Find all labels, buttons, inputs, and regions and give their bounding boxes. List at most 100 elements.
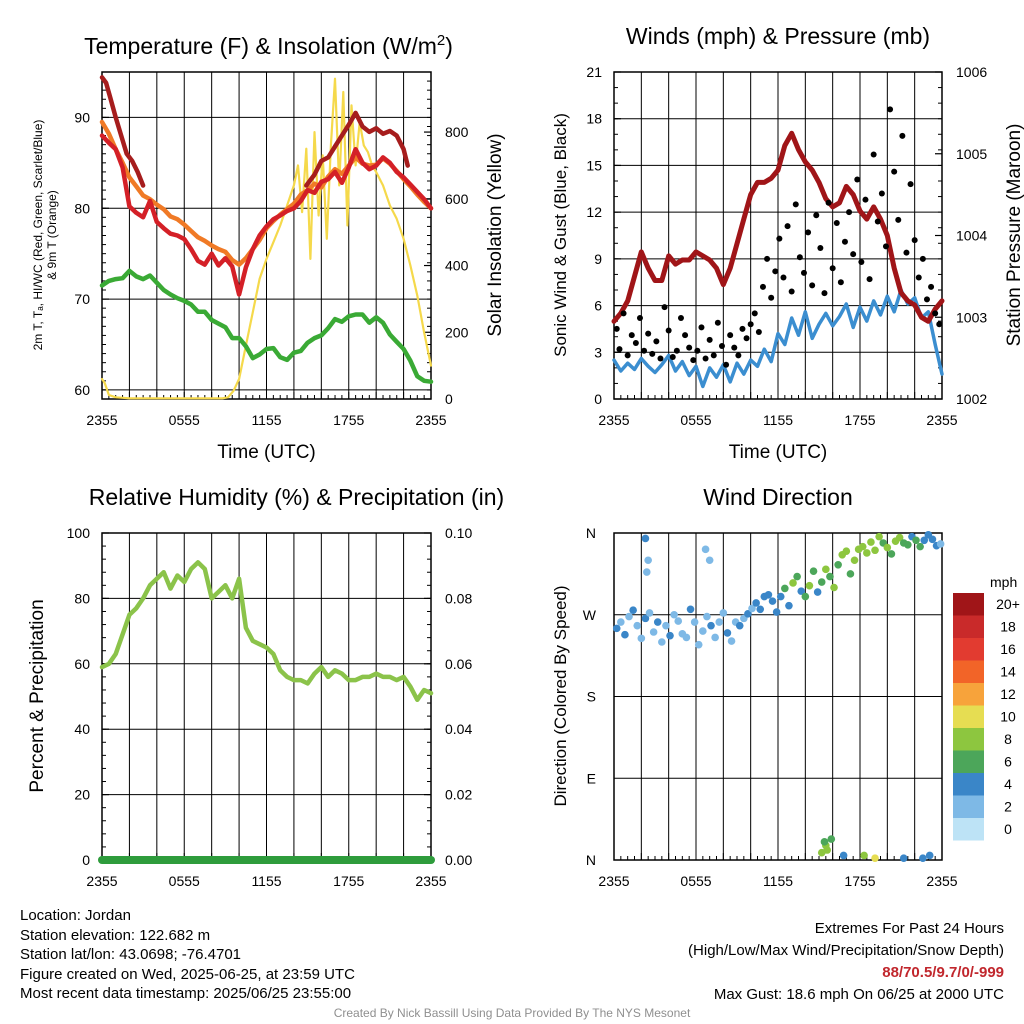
gust-point (686, 344, 693, 351)
direction-point (723, 629, 732, 637)
station-elevation: Station elevation: 122.682 m (20, 926, 211, 944)
humidity-ytick-label: 20 (74, 787, 90, 803)
direction-point (912, 536, 920, 545)
gust-point (632, 339, 639, 346)
gust-point (710, 352, 717, 359)
temperature-ylabel-left-2: & 9m T (Orange) (45, 190, 59, 280)
gust-point (649, 350, 656, 357)
legend-swatch (953, 683, 984, 706)
gust-point (764, 255, 771, 262)
direction-point (899, 854, 908, 862)
gust-point (776, 235, 783, 242)
gust-point (788, 288, 795, 295)
figure-created: Figure created on Wed, 2025-06-25, at 23… (20, 965, 355, 983)
gust-point (813, 212, 820, 219)
winds-xtick-label: 0555 (680, 412, 711, 428)
legend-label: 18 (1000, 619, 1016, 635)
direction-point (748, 604, 756, 613)
winds-panel: Winds (mph) & Pressure (mb) 0 3 6 9 12 15 18 21 1… (551, 23, 1024, 463)
winds-ytick-label: 9 (594, 251, 602, 267)
direction-point (776, 592, 785, 601)
direction-point (871, 854, 879, 862)
gust-point (862, 196, 869, 203)
direction-point (744, 610, 752, 618)
gust-point (636, 315, 643, 322)
recent-timestamp: Most recent data timestamp: 2025/06/25 2… (20, 985, 352, 1002)
direction-point (694, 640, 703, 649)
direction-point (805, 581, 814, 590)
gust-point (809, 282, 816, 289)
direction-point (826, 572, 834, 581)
gust-point (718, 343, 725, 350)
humidity-ytick-right-label: 0.08 (445, 590, 472, 606)
humidity-ytick-right-label: 0.00 (445, 852, 472, 868)
winds-ytick-label: 12 (586, 204, 602, 220)
gust-point (817, 244, 824, 251)
winds-ytick-right-label: 1004 (956, 228, 987, 244)
temperature-ylabel-right: Solar Insolation (Yellow) (485, 133, 506, 336)
gust-point (723, 361, 730, 368)
temperature-xtick-label: 1755 (333, 412, 364, 428)
title-close: ) (445, 33, 453, 59)
direction-point (875, 532, 883, 541)
legend-swatch (953, 773, 984, 796)
direction-point (830, 583, 838, 592)
gust-point (866, 276, 873, 283)
gust-point (837, 279, 844, 286)
direction-tick-label: S (587, 689, 596, 705)
humidity-ytick-right-label: 0.10 (445, 525, 472, 541)
direction-point (674, 617, 683, 625)
gust-point (628, 332, 635, 339)
gust-point (682, 332, 689, 339)
direction-point (690, 618, 699, 626)
gust-point (673, 347, 680, 354)
direction-xtick-label: 1755 (844, 873, 875, 889)
gust-point (796, 254, 803, 261)
winds-ytick-label: 3 (594, 344, 602, 360)
direction-point (756, 605, 765, 614)
temperature-xtick-label: 1155 (251, 412, 281, 428)
humidity-ytick-right-label: 0.06 (445, 656, 472, 672)
direction-point (641, 614, 650, 623)
direction-point (629, 606, 637, 615)
direction-point (662, 621, 670, 630)
gust-point (657, 355, 664, 362)
gust-point (624, 352, 631, 359)
gust-point (850, 251, 857, 258)
winds-xtick-label: 2355 (926, 412, 957, 428)
direction-point (867, 538, 875, 546)
humidity-ytick-label: 60 (74, 656, 90, 672)
gust-point (735, 352, 742, 359)
direction-point (752, 599, 760, 607)
gust-point (858, 258, 865, 265)
direction-point (936, 540, 945, 548)
humidity-panel: Relative Humidity (%) & Precipitation (i… (27, 484, 504, 889)
direction-point (809, 567, 818, 575)
station-info: Location: Jordan Station elevation: 122.… (20, 906, 355, 1004)
direction-tick-label: N (586, 525, 596, 541)
gust-point (784, 223, 791, 230)
direction-point (637, 634, 646, 643)
direction-point (920, 536, 929, 545)
gust-point (923, 296, 930, 303)
direction-point (658, 638, 666, 646)
direction-point (621, 630, 629, 639)
gust-point (616, 346, 623, 353)
speed-legend: mph 20+ 18 16 14 12 10 8 6 4 2 0 (953, 574, 1020, 841)
winds-ytick-right-label: 1002 (956, 391, 987, 407)
gust-point (887, 106, 894, 113)
gust-point (665, 327, 672, 334)
direction-point (789, 579, 797, 587)
temperature-ytick-label: 80 (74, 200, 90, 216)
gust-point (677, 315, 684, 322)
direction-point (925, 851, 934, 860)
direction-xtick-label: 2355 (926, 873, 957, 889)
gust-point (825, 199, 832, 206)
gust-point (645, 330, 652, 337)
credit-line: Created By Nick Bassill Using Data Provi… (333, 1006, 691, 1020)
winds-ylabel-left: Sonic Wind & Gust (Blue, Black) (551, 113, 570, 357)
gust-point (653, 338, 660, 345)
temperature-ytick-label: 60 (74, 382, 90, 398)
